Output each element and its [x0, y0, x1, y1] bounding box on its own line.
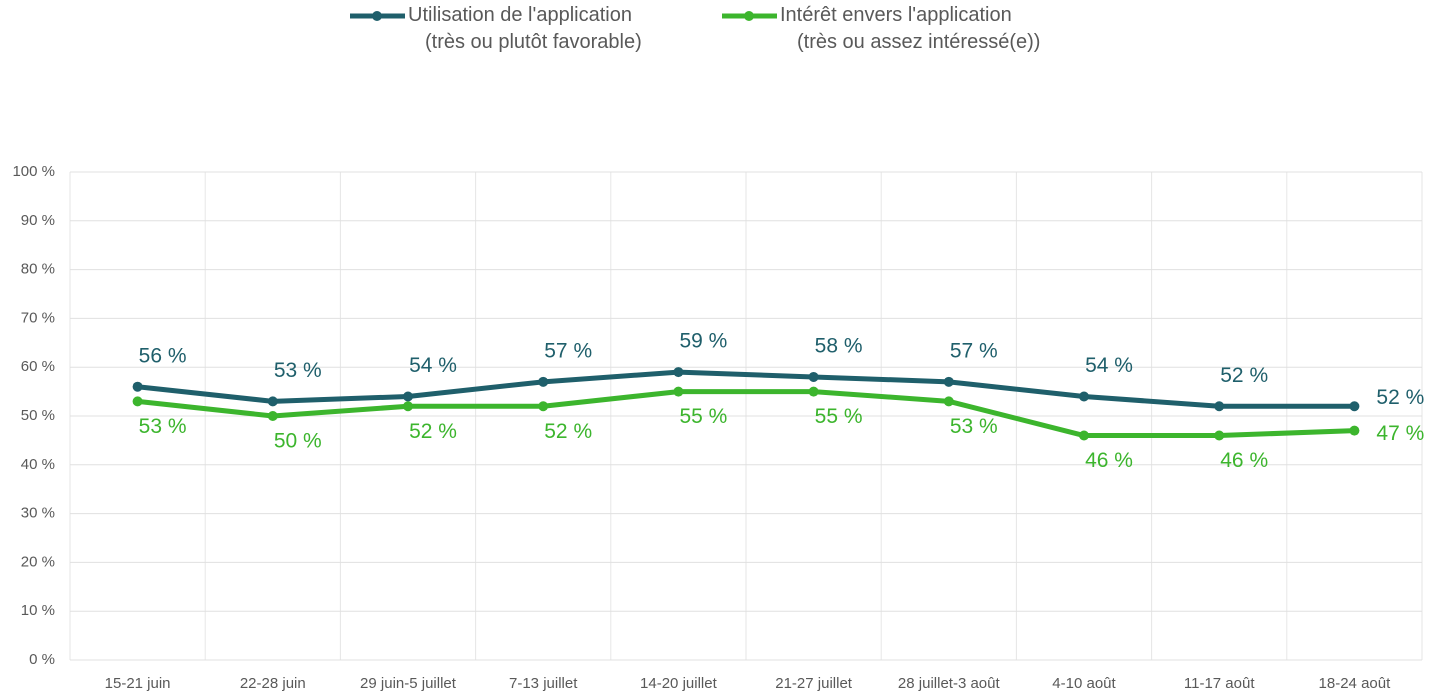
point [1349, 401, 1360, 412]
data-label: 47 % [1376, 422, 1424, 445]
point [403, 401, 413, 412]
y-tick-label: 60 % [21, 358, 55, 375]
data-label: 46 % [1220, 449, 1268, 472]
data-label: 58 % [815, 335, 863, 358]
x-tick-label: 18-24 août [1319, 675, 1392, 692]
data-label: 55 % [679, 405, 727, 428]
y-tick-label: 50 % [21, 407, 55, 424]
series-line [137, 389, 1355, 439]
x-tick-label: 29 juin-5 juillet [360, 675, 457, 692]
data-label: 52 % [1376, 386, 1424, 409]
legend-label: Utilisation de l'application (très ou plu… [408, 4, 642, 53]
x-tick-label: 21-27 juillet [775, 675, 853, 692]
y-tick-label: 40 % [21, 456, 55, 473]
point [1349, 425, 1360, 436]
point [808, 371, 819, 382]
legend-marker [372, 11, 382, 21]
point [1079, 430, 1089, 441]
legend-label: Intérêt envers l'application (très ou ass… [780, 4, 1040, 53]
data-label: 46 % [1085, 449, 1133, 472]
data-label: 59 % [679, 330, 727, 353]
data-label: 54 % [409, 354, 457, 377]
data-label: 53 % [139, 415, 187, 438]
y-tick-label: 30 % [21, 505, 55, 522]
point [1214, 430, 1225, 441]
x-tick-label: 28 juillet-3 août [898, 675, 1001, 692]
x-tick-label: 22-28 juin [240, 675, 306, 692]
x-tick-label: 7-13 juillet [509, 675, 578, 692]
data-label: 53 % [274, 359, 322, 382]
point [673, 386, 684, 397]
y-tick-label: 90 % [21, 212, 55, 229]
data-label: 53 % [950, 415, 998, 438]
y-tick-label: 100 % [12, 163, 55, 180]
y-tick-label: 10 % [21, 602, 55, 619]
point [1214, 401, 1225, 412]
x-tick-label: 11-17 août [1184, 675, 1255, 692]
y-tick-label: 0 % [29, 651, 55, 668]
data-label: 52 % [1220, 364, 1268, 387]
point [267, 411, 278, 421]
data-label: 52 % [409, 420, 457, 443]
x-tick-label: 4-10 août [1052, 675, 1116, 692]
data-label: 57 % [950, 339, 998, 362]
point [538, 401, 549, 412]
data-label: 50 % [274, 430, 322, 453]
point [538, 376, 549, 387]
point [943, 396, 954, 407]
x-tick-label: 14-20 juillet [640, 675, 718, 692]
y-tick-label: 80 % [21, 261, 55, 278]
point [403, 391, 413, 402]
point [808, 386, 819, 397]
data-label: 55 % [815, 405, 863, 428]
series-line [137, 369, 1355, 409]
y-tick-label: 70 % [21, 309, 55, 326]
point [132, 396, 143, 407]
point [1079, 391, 1089, 402]
point [132, 381, 143, 392]
x-tick-label: 15-21 juin [105, 675, 171, 692]
data-label: 56 % [139, 344, 187, 367]
point [943, 376, 954, 387]
y-tick-label: 20 % [21, 553, 55, 570]
legend-marker [744, 11, 754, 21]
data-label: 52 % [544, 420, 592, 443]
point [673, 367, 684, 378]
point [267, 396, 278, 407]
data-label: 57 % [544, 339, 592, 362]
data-label: 54 % [1085, 354, 1133, 377]
